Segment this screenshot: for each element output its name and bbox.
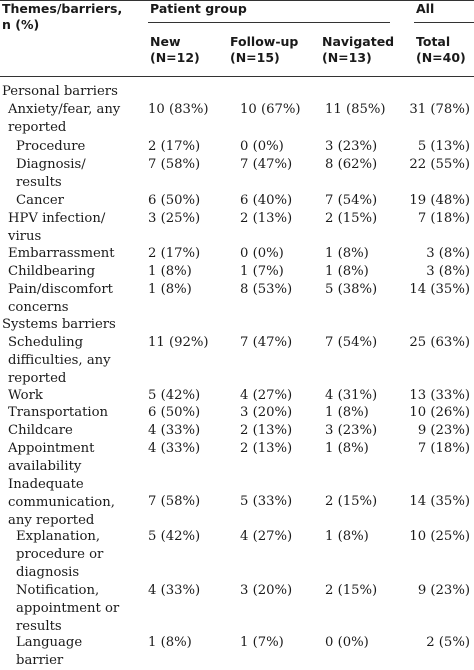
cell-followup: 0 (0%) [240,246,284,261]
cell-total: 10 (26%) [409,405,470,420]
cell-followup: 1 (7%) [240,264,284,279]
cell-new: 1 (8%) [148,282,192,297]
cell-followup: 2 (13%) [240,441,293,456]
cell-new: 7 (58%) [148,494,201,509]
cell-navigated: 11 (85%) [325,102,386,117]
cell-followup: 10 (67%) [240,102,301,117]
cell-total: 2 (5%) [426,635,470,650]
header-total: Total (N=40) [416,34,466,65]
group-underline [148,22,390,23]
cell-new: 3 (25%) [148,211,201,226]
cell-navigated: 1 (8%) [325,264,369,279]
row-label: Inadequate communication, any reported [8,477,115,528]
row-label: Cancer [16,193,64,208]
cell-navigated: 0 (0%) [325,635,369,650]
row-label: Pain/discomfort concerns [8,282,113,315]
cell-navigated: 3 (23%) [325,139,378,154]
header-navigated: Navigated (N=13) [322,34,395,65]
cell-new: 4 (33%) [148,441,201,456]
cell-new: 2 (17%) [148,246,201,261]
header-new: New (N=12) [150,34,200,65]
cell-new: 1 (8%) [148,264,192,279]
section-title-systems: Systems barriers [2,317,116,332]
cell-navigated: 1 (8%) [325,246,369,261]
cell-total: 3 (8%) [426,264,470,279]
cell-followup: 1 (7%) [240,635,284,650]
cell-followup: 4 (27%) [240,529,293,544]
cell-followup: 3 (20%) [240,405,293,420]
cell-followup: 4 (27%) [240,388,293,403]
header-all: All [416,1,435,16]
all-underline [414,22,474,23]
cell-followup: 7 (47%) [240,157,293,172]
cell-total: 9 (23%) [417,583,470,598]
cell-navigated: 3 (23%) [325,423,378,438]
cell-total: 10 (25%) [409,529,470,544]
cell-new: 4 (33%) [148,583,201,598]
cell-total: 14 (35%) [409,494,470,509]
cell-followup: 0 (0%) [240,139,284,154]
cell-new: 5 (42%) [148,529,201,544]
cell-followup: 7 (47%) [240,335,293,350]
row-label: Explanation, procedure or diagnosis [16,529,104,580]
header-followup: Follow-up (N=15) [230,34,299,65]
cell-new: 1 (8%) [148,635,192,650]
cell-followup: 5 (33%) [240,494,293,509]
cell-navigated: 1 (8%) [325,405,369,420]
cell-navigated: 2 (15%) [325,211,378,226]
cell-followup: 2 (13%) [240,211,293,226]
cell-new: 2 (17%) [148,139,201,154]
cell-navigated: 2 (15%) [325,583,378,598]
cell-total: 7 (18%) [417,441,470,456]
cell-total: 7 (18%) [417,211,470,226]
cell-navigated: 4 (31%) [325,388,378,403]
cell-new: 6 (50%) [148,405,201,420]
cell-new: 5 (42%) [148,388,201,403]
row-label: Notification, appointment or results [16,583,120,634]
cell-new: 4 (33%) [148,423,201,438]
header-themes-label: Themes/barriers, n (%) [2,1,123,32]
section-title-personal: Personal barriers [2,84,118,99]
row-label: Childcare [8,423,73,438]
row-label: Procedure [16,139,86,154]
row-label: Scheduling difficulties, any reported [8,335,111,386]
cell-total: 31 (78%) [409,102,470,117]
row-label: Anxiety/fear, any reported [8,102,121,135]
cell-navigated: 1 (8%) [325,529,369,544]
cell-navigated: 1 (8%) [325,441,369,456]
cell-new: 7 (58%) [148,157,201,172]
row-label: Embarrassment [8,246,115,261]
cell-navigated: 2 (15%) [325,494,378,509]
cell-followup: 2 (13%) [240,423,293,438]
cell-new: 6 (50%) [148,193,201,208]
cell-followup: 3 (20%) [240,583,293,598]
cell-navigated: 7 (54%) [325,335,378,350]
cell-total: 5 (13%) [417,139,470,154]
header-patient-group: Patient group [150,1,247,16]
row-label: Language barrier [16,635,83,668]
cell-total: 9 (23%) [417,423,470,438]
header-bottom-rule [0,76,474,77]
row-label: Diagnosis/ results [16,157,86,190]
cell-total: 14 (35%) [409,282,470,297]
row-label: Appointment availability [8,441,95,474]
cell-new: 11 (92%) [148,335,209,350]
cell-navigated: 5 (38%) [325,282,378,297]
row-label: Work [8,388,43,403]
cell-total: 13 (33%) [409,388,470,403]
cell-navigated: 8 (62%) [325,157,378,172]
cell-total: 22 (55%) [409,157,470,172]
cell-followup: 6 (40%) [240,193,293,208]
row-label: HPV infection/ virus [8,211,106,244]
cell-new: 10 (83%) [148,102,209,117]
cell-total: 19 (48%) [409,193,470,208]
top-rule [0,0,474,1]
cell-total: 3 (8%) [426,246,470,261]
row-label: Transportation [8,405,109,420]
cell-followup: 8 (53%) [240,282,293,297]
cell-total: 25 (63%) [409,335,470,350]
row-label: Childbearing [8,264,96,279]
cell-navigated: 7 (54%) [325,193,378,208]
